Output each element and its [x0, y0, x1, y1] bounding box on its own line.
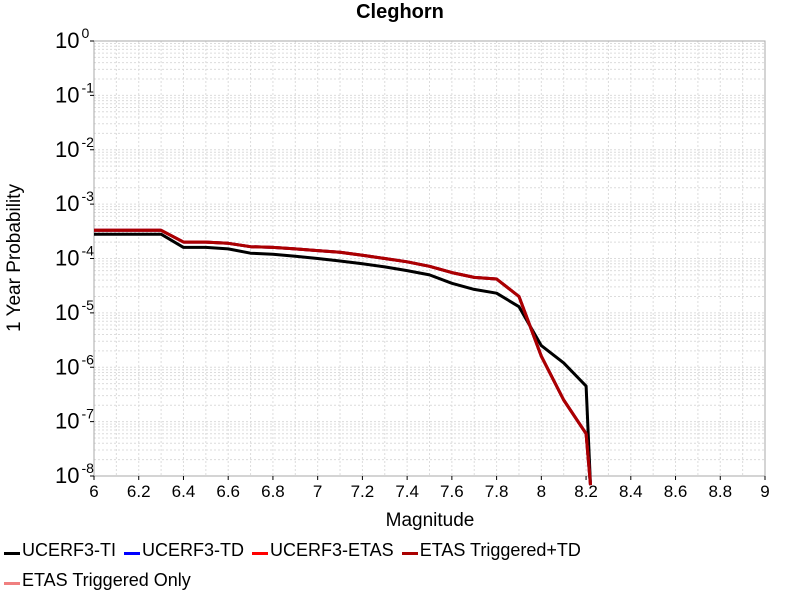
- legend-label: UCERF3-ETAS: [270, 539, 394, 560]
- x-tick-label: 8.8: [708, 482, 732, 501]
- legend-swatch: [4, 581, 20, 585]
- legend-row: ETAS Triggered Only: [0, 566, 195, 594]
- legend-swatch: [401, 551, 418, 555]
- x-tick-label: 7.6: [440, 482, 464, 501]
- x-tick-label: 7.2: [351, 482, 375, 501]
- legend-label: UCERF3-TD: [142, 539, 244, 560]
- x-tick-label: 6.8: [261, 482, 285, 501]
- x-tick-label: 6.2: [127, 482, 151, 501]
- x-tick-label: 6.4: [172, 482, 196, 501]
- legend-item: UCERF3-ETAS: [248, 540, 394, 561]
- x-axis-ticks: 6 6.2 6.4 6.6 6.8 7 7.2 7.4 7.6 7.8 8 8.2 8.4 8.6 8.8 9: [89, 476, 770, 501]
- y-tick-label: 10 -8: [55, 460, 94, 488]
- y-axis-label: 1 Year Probability: [4, 184, 25, 332]
- x-tick-label: 8.6: [664, 482, 688, 501]
- legend-item: UCERF3-TD: [120, 540, 244, 561]
- y-tick-label: 10 -6: [55, 351, 94, 379]
- y-tick-label: 10 -4: [55, 243, 94, 271]
- series-line-3: [94, 228, 592, 486]
- x-axis-label: Magnitude: [386, 510, 475, 531]
- legend-label: ETAS Triggered+TD: [419, 539, 581, 560]
- legend-label: UCERF3-TI: [22, 539, 116, 560]
- x-tick-label: 6: [89, 482, 98, 501]
- x-tick-label: 8.4: [619, 482, 643, 501]
- legend-item: ETAS Triggered Only: [0, 570, 191, 591]
- series-line-0: [94, 232, 592, 486]
- chart-title: Cleghorn: [356, 1, 444, 23]
- legend-item: UCERF3-TI: [0, 540, 116, 561]
- y-tick-label: 10 -7: [55, 406, 94, 434]
- y-tick-label: 10 -2: [55, 134, 94, 162]
- legend-swatch: [4, 551, 20, 555]
- y-tick-label: 10 -5: [55, 297, 94, 325]
- y-tick-label: 10 -1: [55, 79, 94, 107]
- x-tick-label: 6.6: [216, 482, 240, 501]
- legend-row: UCERF3-TI UCERF3-TD UCERF3-ETAS ETAS Trigge…: [0, 536, 585, 564]
- grid: [93, 41, 766, 477]
- series-line-1: [94, 228, 592, 486]
- legend-swatch: [124, 551, 140, 555]
- x-tick-label: 7.4: [395, 482, 419, 501]
- legend-label: ETAS Triggered Only: [22, 569, 191, 590]
- y-tick-label: 10 -3: [55, 188, 94, 216]
- x-tick-label: 7: [313, 482, 322, 501]
- x-tick-label: 8: [537, 482, 546, 501]
- legend-item: ETAS Triggered+TD: [398, 540, 581, 561]
- y-tick-label: 10 0: [55, 25, 89, 53]
- series-lines: [94, 228, 592, 486]
- x-tick-label: 9: [760, 482, 769, 501]
- legend-swatch: [252, 551, 268, 555]
- legend: UCERF3-TI UCERF3-TD UCERF3-ETAS ETAS Trigge…: [0, 536, 800, 596]
- x-tick-label: 8.2: [574, 482, 598, 501]
- x-tick-label: 7.8: [485, 482, 509, 501]
- series-line-2: [94, 228, 592, 486]
